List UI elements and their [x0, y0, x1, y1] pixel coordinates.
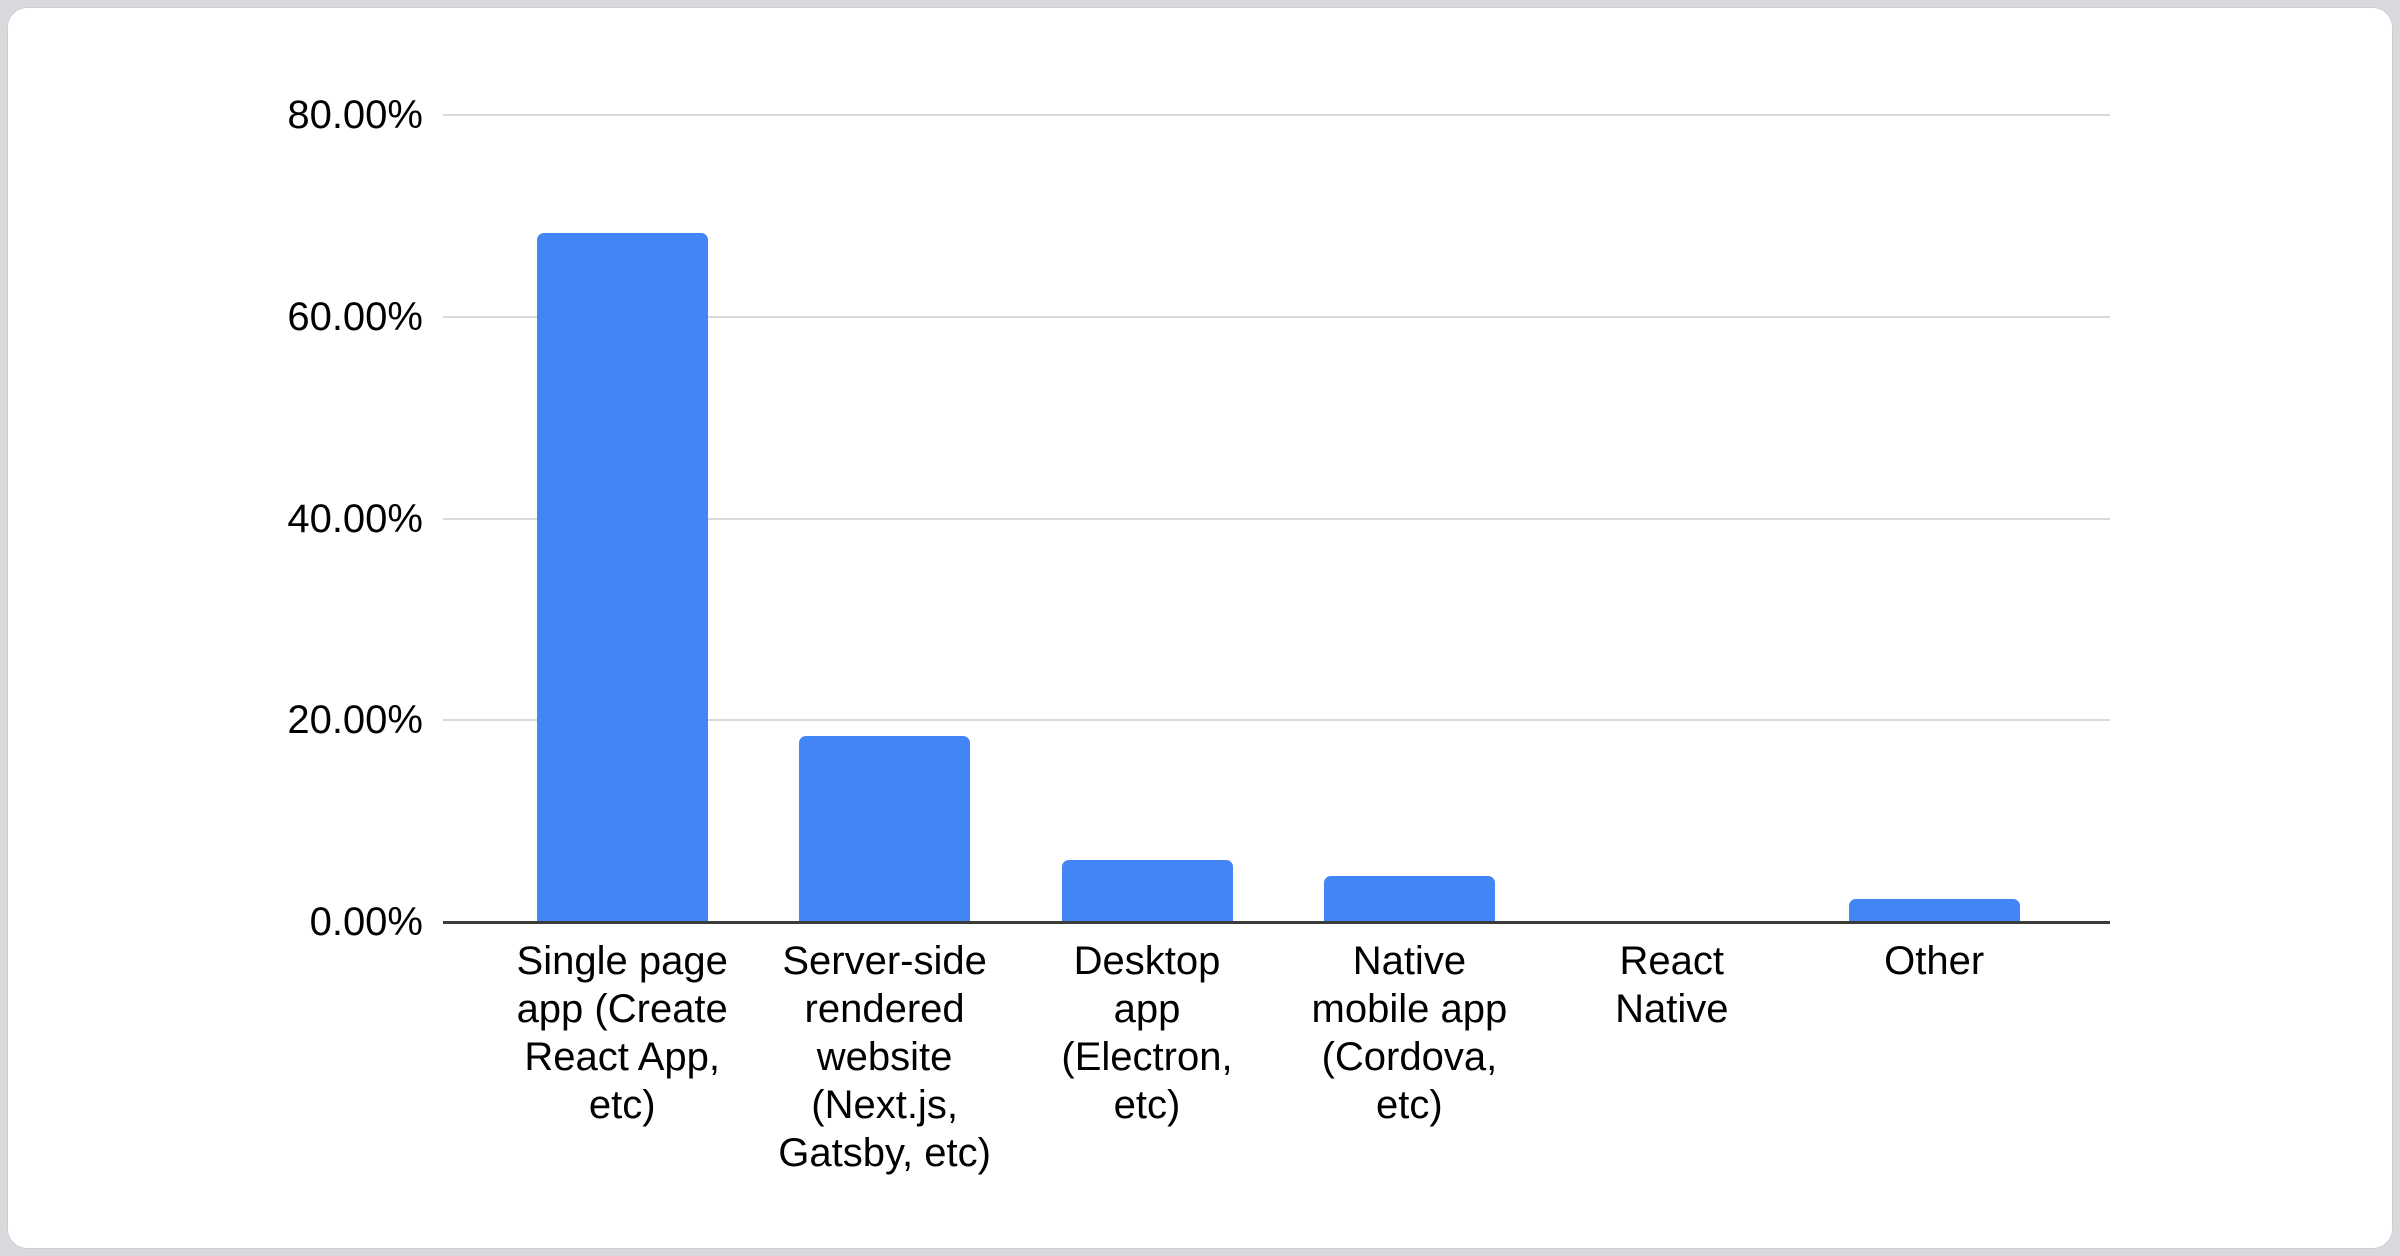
y-axis-tick-label: 0.00% [309, 900, 423, 944]
x-category-label: Native mobile app (Cordova, etc) [1311, 939, 1508, 1127]
x-category-label: Single page app (Create React App, etc) [516, 939, 728, 1127]
y-gridline [443, 719, 2110, 722]
x-category-label: React Native [1615, 939, 1729, 1031]
bar-6[interactable] [1848, 898, 2020, 922]
bar-3[interactable] [1061, 860, 1233, 922]
x-category-label: Server-side rendered website (Next.js, G… [778, 939, 991, 1175]
bar-2[interactable] [799, 736, 971, 922]
y-axis-tick-label: 60.00% [287, 294, 423, 339]
bar-4[interactable] [1323, 875, 1495, 922]
x-axis-line [443, 921, 2110, 924]
y-gridline [443, 114, 2110, 116]
bar-1[interactable] [536, 233, 708, 922]
x-category-label: Desktop app (Electron, etc) [1061, 939, 1233, 1127]
y-gridline [443, 517, 2110, 520]
y-axis-tick-label: 20.00% [287, 698, 423, 743]
y-gridline [443, 315, 2110, 318]
y-axis-tick-label: 40.00% [287, 496, 423, 541]
x-category-label: Other [1884, 939, 1985, 983]
y-axis-tick-label: 80.00% [287, 93, 423, 137]
chart-card [7, 7, 2393, 1249]
